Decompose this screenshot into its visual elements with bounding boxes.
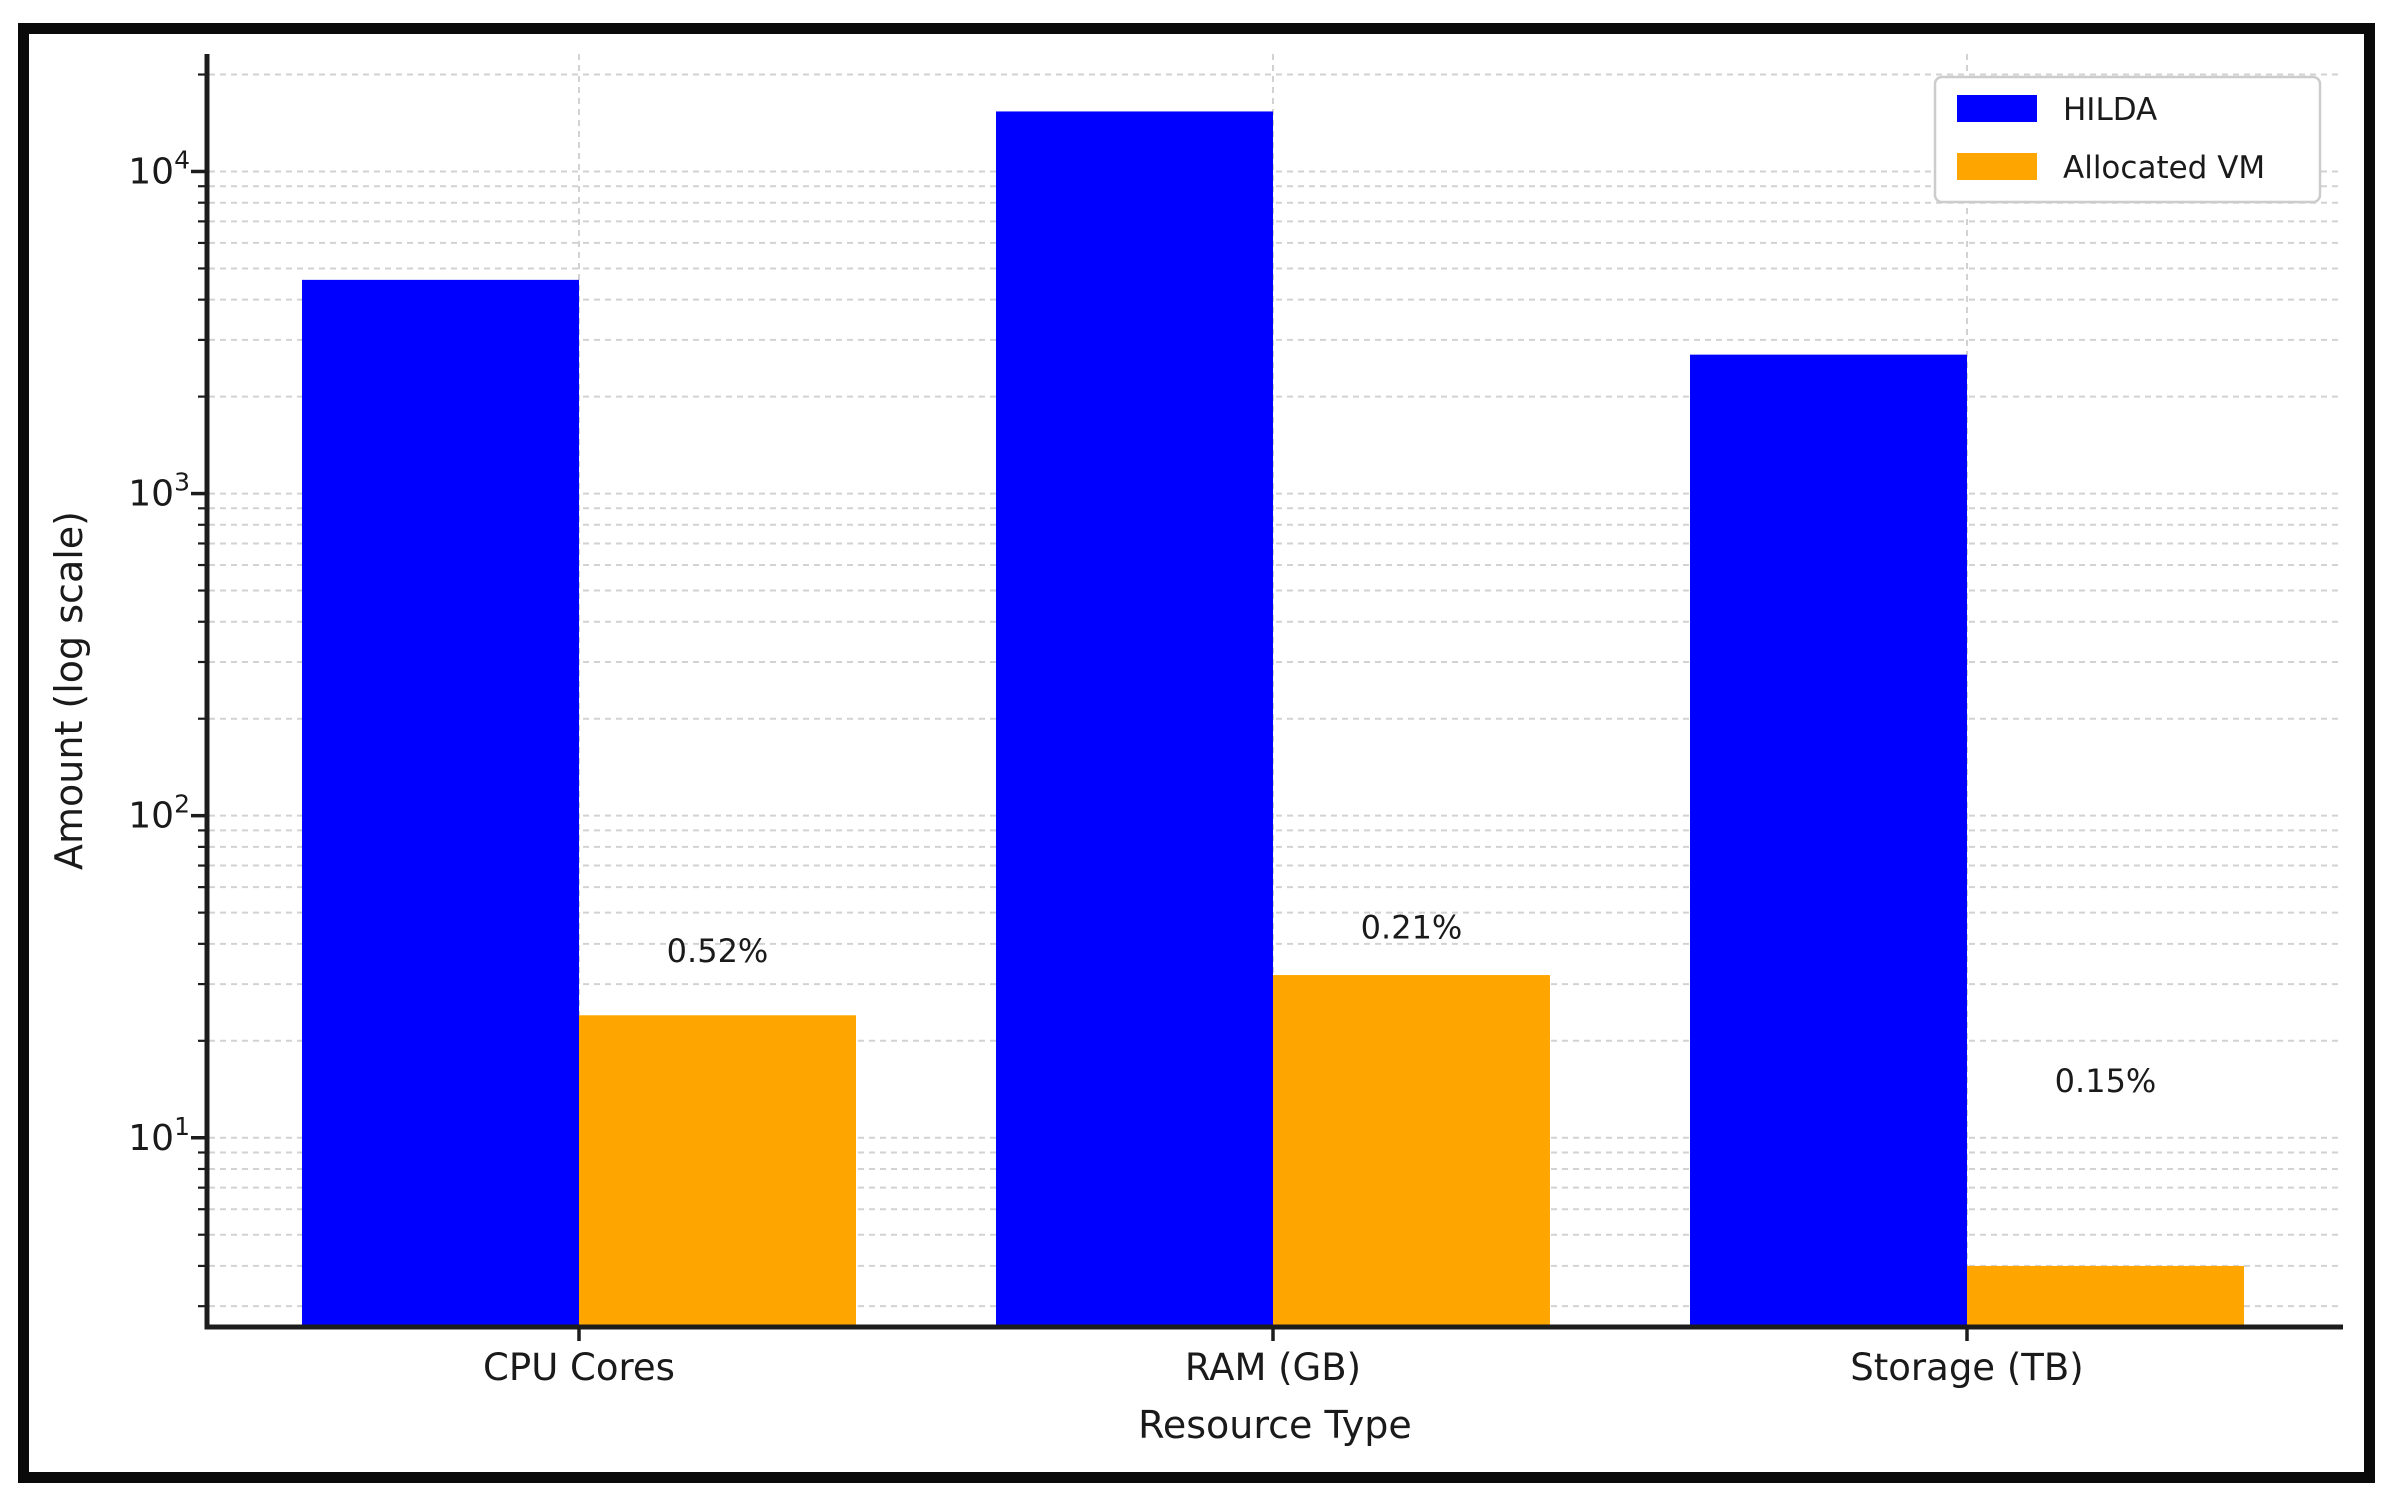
y-tick-label-10e2: 102 [128,790,190,837]
figure-border [18,23,2375,1483]
x-tick-label-ram-gb: RAM (GB) [1185,1346,1361,1389]
bar-label-021: 0.21% [1361,908,1463,946]
legend-label-allocated-vm: Allocated VM [2063,150,2265,186]
bar-allocated-vm-storage-tb [1967,1265,2244,1327]
bar-allocated-vm-cpu-cores [579,1015,856,1327]
bar-label-052: 0.52% [667,932,769,970]
legend-swatch-allocated-vm [1957,153,2037,180]
legend-label-hilda: HILDA [2063,92,2157,128]
x-tick-label-storage-tb: Storage (TB) [1850,1346,2083,1389]
y-tick-label-10e1: 101 [128,1112,190,1159]
bar-hilda-ram-gb [996,111,1273,1328]
bar-hilda-cpu-cores [302,279,579,1327]
x-tick-label-cpu-cores: CPU Cores [483,1346,675,1389]
legend-swatch-hilda [1957,95,2037,122]
y-tick-label-10e4: 104 [128,145,190,192]
bar-label-015: 0.15% [2055,1062,2157,1100]
bar-allocated-vm-ram-gb [1273,975,1550,1327]
bar-hilda-storage-tb [1690,354,1967,1327]
y-axis-label: Amount (log scale) [47,511,91,870]
y-tick-label-10e3: 103 [128,468,190,515]
x-axis-label: Resource Type [1138,1403,1412,1447]
